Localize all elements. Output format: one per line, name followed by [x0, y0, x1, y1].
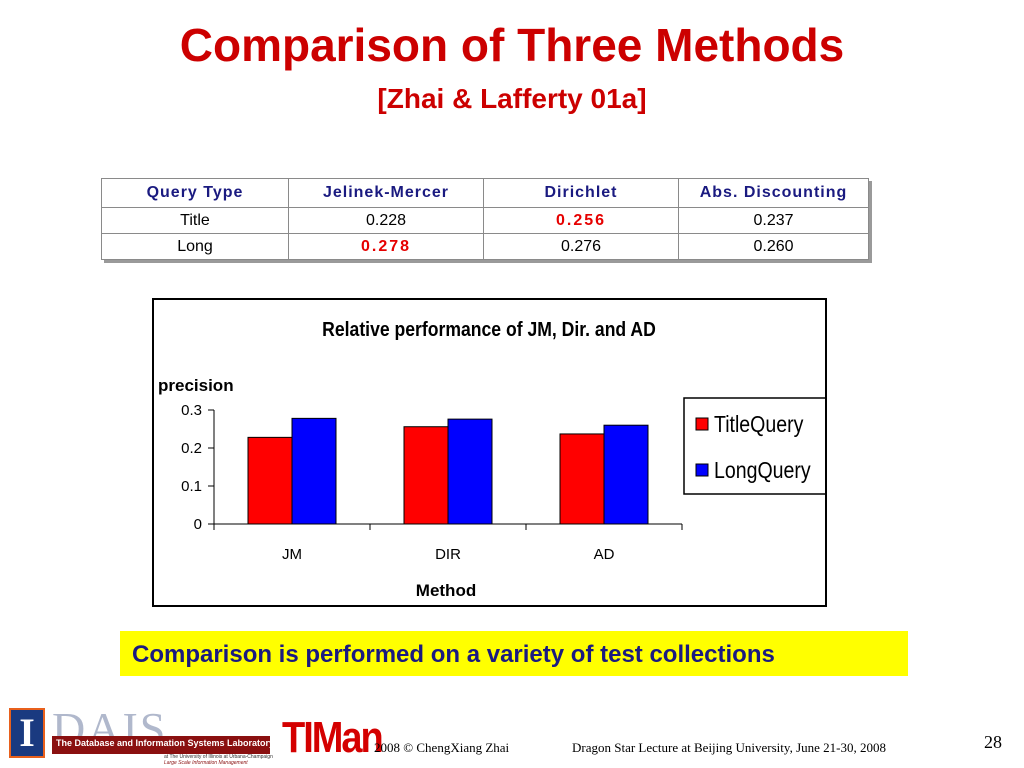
- bar-titlequery-jm: [247, 436, 293, 525]
- page-number: 28: [984, 732, 1002, 752]
- legend-swatch-titlequery: [695, 417, 709, 431]
- bar-longquery-jm: [291, 417, 337, 525]
- table-cell: 0.278: [288, 233, 484, 260]
- table-cell: 0.276: [483, 233, 679, 260]
- slide-subtitle: [Zhai & Lafferty 01a]: [377, 83, 647, 114]
- footer-lecture: Dragon Star Lecture at Beijing Universit…: [572, 740, 886, 755]
- table-header: Abs. Discounting: [678, 178, 869, 208]
- chart-title: Relative performance of JM, Dir. and AD: [322, 318, 656, 340]
- y-tick-label: 0.1: [181, 478, 202, 495]
- table-row: Long 0.278 0.276 0.260: [101, 233, 869, 260]
- y-tick-label: 0.2: [181, 440, 202, 457]
- results-table: Query Type Jelinek-Mercer Dirichlet Abs.…: [101, 178, 869, 260]
- legend-label: LongQuery: [714, 458, 811, 484]
- table-row-label: Long: [101, 233, 289, 260]
- dais-subtitle-1: at The University of Illinois at Urbana-…: [164, 754, 273, 760]
- table-cell: 0.237: [678, 207, 869, 234]
- slide-title: Comparison of Three Methods: [179, 19, 845, 71]
- legend-label: TitleQuery: [714, 412, 804, 438]
- legend-swatch-longquery: [695, 463, 709, 477]
- bar-titlequery-dir: [403, 426, 449, 525]
- bar-titlequery-ad: [559, 433, 605, 525]
- dais-logo: DAIS The Database and Information System…: [52, 703, 275, 766]
- table-cell: 0.256: [483, 207, 679, 234]
- chart-frame: Relative performance of JM, Dir. and AD …: [152, 298, 829, 607]
- illinois-logo-icon: I: [9, 708, 45, 758]
- table-cell: 0.260: [678, 233, 869, 260]
- table-row-label: Title: [101, 207, 289, 234]
- dais-bar: [52, 736, 270, 754]
- y-axis-label: precision: [158, 376, 234, 395]
- table-cell: 0.228: [288, 207, 484, 234]
- table-header-row: Query Type Jelinek-Mercer Dirichlet Abs.…: [101, 178, 869, 208]
- bar-longquery-dir: [447, 418, 493, 525]
- footer-copyright: 2008 © ChengXiang Zhai: [374, 740, 510, 755]
- y-tick-label: 0.3: [181, 402, 202, 419]
- bar-longquery-ad: [603, 424, 649, 525]
- dais-subtitle-2: Large Scale Information Management: [164, 760, 248, 766]
- table-header: Jelinek-Mercer: [288, 178, 484, 208]
- timan-logo: TIMan: [282, 714, 384, 763]
- table-header: Query Type: [101, 178, 289, 208]
- x-tick-label: JM: [282, 546, 302, 563]
- table-row: Title 0.228 0.256 0.237: [101, 207, 869, 234]
- dais-lab-name: The Database and Information Systems Lab…: [56, 738, 275, 748]
- x-tick-label: DIR: [435, 546, 461, 563]
- note-banner: Comparison is performed on a variety of …: [120, 631, 908, 676]
- bar-chart: Relative performance of JM, Dir. and AD …: [158, 318, 829, 600]
- table-header: Dirichlet: [483, 178, 679, 208]
- x-axis-label: Method: [416, 581, 476, 600]
- x-tick-label: AD: [594, 546, 615, 563]
- footer: I DAIS The Database and Information Syst…: [0, 700, 1024, 768]
- y-tick-label: 0: [194, 516, 202, 533]
